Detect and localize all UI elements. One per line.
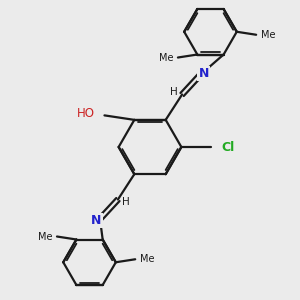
Text: Me: Me — [38, 232, 52, 242]
Text: H: H — [170, 87, 178, 97]
Text: N: N — [91, 214, 102, 227]
Text: HO: HO — [77, 107, 95, 120]
Text: N: N — [198, 67, 209, 80]
Text: Cl: Cl — [222, 140, 235, 154]
Text: Me: Me — [159, 52, 173, 62]
Text: Me: Me — [140, 254, 154, 264]
Text: H: H — [122, 197, 130, 207]
Text: Me: Me — [261, 30, 275, 40]
